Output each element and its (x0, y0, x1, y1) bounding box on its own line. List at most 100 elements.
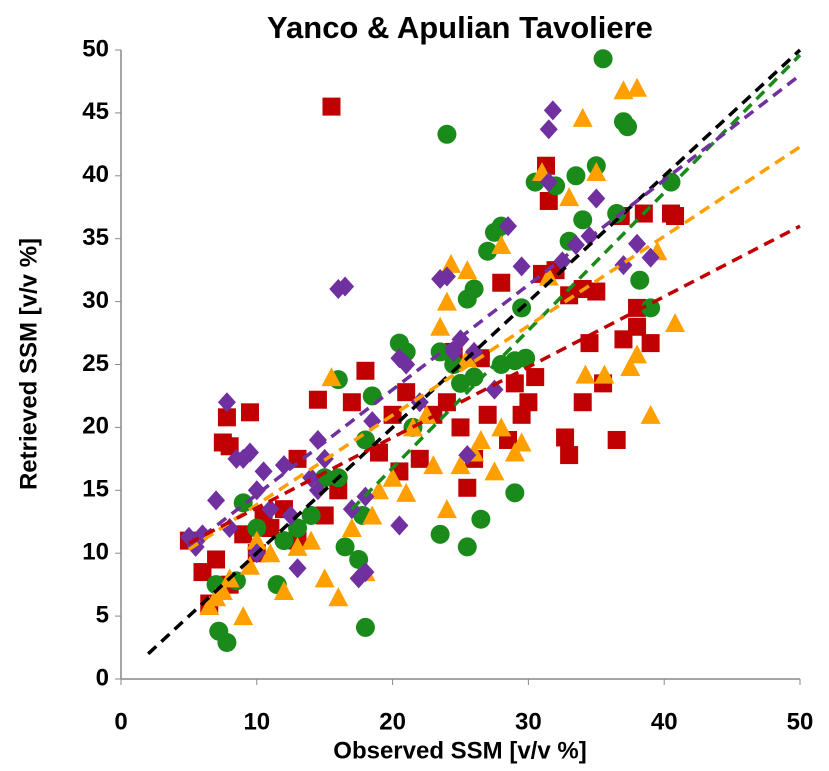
point (492, 273, 511, 292)
point (382, 467, 403, 487)
x-tick-label: 30 (515, 708, 542, 735)
point (288, 558, 307, 579)
point (560, 446, 579, 465)
point (260, 543, 281, 563)
point (630, 270, 650, 290)
point (423, 455, 444, 475)
point (458, 445, 477, 466)
point (362, 386, 382, 406)
point (355, 617, 375, 637)
point (593, 49, 613, 69)
point (573, 210, 593, 230)
point (478, 241, 498, 261)
point (362, 505, 383, 525)
point (301, 505, 321, 525)
point (336, 276, 355, 297)
point (450, 455, 471, 475)
point (444, 355, 464, 374)
y-axis-label: Retrieved SSM [v/v %] (15, 238, 42, 490)
point (516, 348, 536, 368)
point (491, 417, 512, 437)
point (430, 524, 450, 544)
point (328, 587, 349, 607)
point (559, 187, 580, 207)
point (485, 379, 504, 400)
point (457, 537, 477, 557)
point (464, 279, 484, 299)
point (335, 537, 355, 557)
point (369, 480, 390, 500)
x-tick-label: 20 (379, 708, 406, 735)
point (628, 233, 647, 254)
point (641, 334, 660, 353)
point (620, 357, 641, 377)
point (437, 266, 456, 287)
point (573, 393, 592, 412)
point (397, 354, 416, 375)
point (308, 480, 327, 501)
point (618, 117, 638, 137)
point (247, 480, 266, 501)
point (274, 455, 293, 476)
point (233, 606, 254, 626)
point (458, 478, 477, 497)
y-tick-label: 0 (96, 664, 109, 691)
point (397, 383, 416, 402)
chart-title: Yanco & Apulian Tavoliere (267, 10, 653, 45)
point (471, 509, 491, 529)
point (505, 374, 524, 393)
point (437, 124, 457, 144)
point (543, 100, 562, 121)
point (430, 316, 451, 336)
point (321, 367, 342, 387)
point (217, 392, 236, 413)
point (464, 367, 484, 387)
point (315, 468, 335, 488)
point (607, 204, 627, 224)
point (220, 437, 239, 456)
x-tick-label: 10 (243, 708, 270, 735)
point (241, 442, 260, 463)
point (246, 530, 267, 550)
point (640, 404, 661, 424)
point (491, 234, 512, 254)
point (254, 461, 273, 482)
point (390, 515, 409, 536)
point (470, 429, 491, 449)
point (505, 483, 525, 503)
point (241, 403, 260, 422)
trend-line (187, 73, 802, 549)
y-tick-label: 10 (82, 539, 109, 566)
point (627, 77, 648, 97)
point (478, 405, 497, 424)
point (281, 505, 300, 526)
point (511, 432, 532, 452)
point (261, 499, 280, 520)
point (240, 555, 261, 575)
point (396, 482, 417, 502)
y-tick-label: 20 (82, 413, 109, 440)
point (207, 550, 226, 569)
point (356, 562, 375, 583)
point (288, 518, 308, 538)
y-tick-label: 35 (82, 224, 109, 251)
point (575, 364, 596, 384)
point (560, 286, 579, 305)
x-axis-label: Observed SSM [v/v %] (333, 737, 586, 764)
point (572, 107, 593, 127)
y-tick-label: 40 (82, 161, 109, 188)
trend-line (350, 53, 802, 511)
point (484, 461, 505, 481)
point (436, 291, 457, 311)
point (587, 188, 606, 209)
point (539, 191, 558, 210)
point (193, 563, 212, 582)
point (538, 266, 559, 286)
point (641, 298, 661, 318)
point (322, 97, 341, 116)
point (315, 506, 334, 525)
point (519, 393, 538, 412)
point (349, 549, 369, 569)
y-tick-label: 5 (96, 601, 109, 628)
